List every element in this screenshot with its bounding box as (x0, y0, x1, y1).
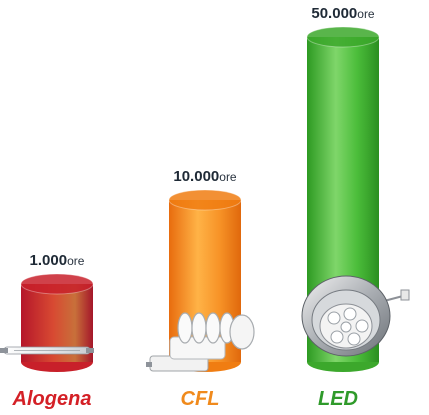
value-unit-alogena: ore (67, 254, 85, 268)
bar-alogena (20, 273, 94, 372)
value-number-cfl: 10.000 (173, 168, 219, 185)
bar-cap-cfl (168, 189, 242, 211)
bar-cap-led (306, 26, 380, 48)
value-number-led: 50.000 (311, 5, 357, 22)
value-unit-cfl: ore (219, 170, 237, 184)
led-downlight-icon (301, 275, 410, 357)
cfl-spiral-bulb-icon (146, 312, 255, 372)
category-label-cfl: CFL (181, 388, 220, 410)
value-number-alogena: 1.000 (30, 252, 68, 269)
value-label-alogena: 1.000ore (30, 252, 85, 269)
value-unit-led: ore (357, 7, 375, 21)
bar-cap-alogena (20, 273, 94, 295)
value-label-cfl: 10.000ore (173, 168, 237, 185)
category-label-alogena: Alogena (12, 388, 92, 410)
category-label-led: LED (318, 388, 358, 410)
halogen-tube-icon (0, 346, 94, 355)
value-label-led: 50.000ore (311, 5, 375, 22)
